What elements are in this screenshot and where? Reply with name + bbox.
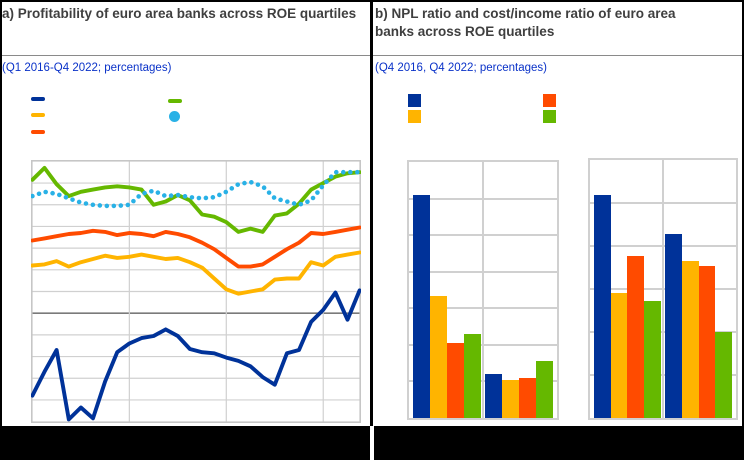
- bars-green-group-1: [463, 333, 481, 418]
- panel-b-subtitle: (Q4 2016, Q4 2022; percentages): [375, 62, 547, 74]
- bars-yellow-group-2: [502, 379, 520, 418]
- panel-b-title: b) NPL ratio and cost/income ratio of eu…: [375, 6, 676, 39]
- legend-swatch-dark-blue: [408, 94, 421, 107]
- panel-b-title-rule: [373, 55, 744, 56]
- bars-dark-blue-group-2: [485, 374, 503, 418]
- bottom-black-band-a: [0, 426, 370, 460]
- bars-orange-group-1: [627, 255, 645, 418]
- npl-ratio-bar-chart: [407, 160, 559, 420]
- legend-marker-yellow-line: [31, 113, 45, 117]
- bars-orange-group-1: [446, 343, 464, 418]
- line-green: [31, 165, 361, 234]
- legend-marker-orange-line: [31, 130, 45, 134]
- legend-swatch-green: [543, 110, 556, 123]
- legend-marker-light-blue-dot: [169, 111, 180, 122]
- cost-income-bar-chart: [588, 158, 738, 420]
- panel-divider-line: [370, 0, 373, 426]
- category-divider-gridline: [482, 162, 484, 418]
- left-border: [0, 0, 2, 460]
- line-orange: [31, 225, 361, 269]
- category-divider-gridline: [662, 160, 664, 418]
- legend-swatch-orange: [543, 94, 556, 107]
- panel-a-title: a) Profitability of euro area banks acro…: [2, 6, 357, 21]
- panel-a-subtitle: (Q1 2016-Q4 2022; percentages): [2, 62, 172, 74]
- top-border: [0, 0, 744, 2]
- legend-marker-dark-blue-line: [31, 97, 45, 101]
- panel-a-title-rule: [0, 55, 371, 56]
- bars-dark-blue-group-1: [594, 195, 611, 418]
- bars-yellow-group-1: [610, 293, 628, 418]
- bars-green-group-2: [535, 361, 553, 418]
- panel-b-npl-cir: b) NPL ratio and cost/income ratio of eu…: [373, 0, 744, 426]
- roe-line-chart: [31, 160, 361, 423]
- right-border: [742, 0, 744, 460]
- bars-dark-blue-group-2: [665, 234, 682, 418]
- bars-green-group-1: [644, 300, 661, 418]
- bars-yellow-group-2: [681, 261, 699, 418]
- bars-orange-group-2: [519, 377, 536, 418]
- line-yellow: [31, 250, 361, 296]
- line-light-blue-dotted: [31, 169, 361, 209]
- bars-green-group-2: [715, 332, 732, 418]
- line-dark-blue: [31, 288, 361, 422]
- bottom-black-band-b: [374, 426, 744, 460]
- legend-swatch-yellow: [408, 110, 421, 123]
- bars-orange-group-2: [698, 266, 716, 418]
- bars-yellow-group-1: [430, 295, 447, 418]
- bars-dark-blue-group-1: [413, 194, 430, 418]
- panel-a-profitability: a) Profitability of euro area banks acro…: [0, 0, 371, 426]
- legend-marker-green-line: [168, 99, 182, 103]
